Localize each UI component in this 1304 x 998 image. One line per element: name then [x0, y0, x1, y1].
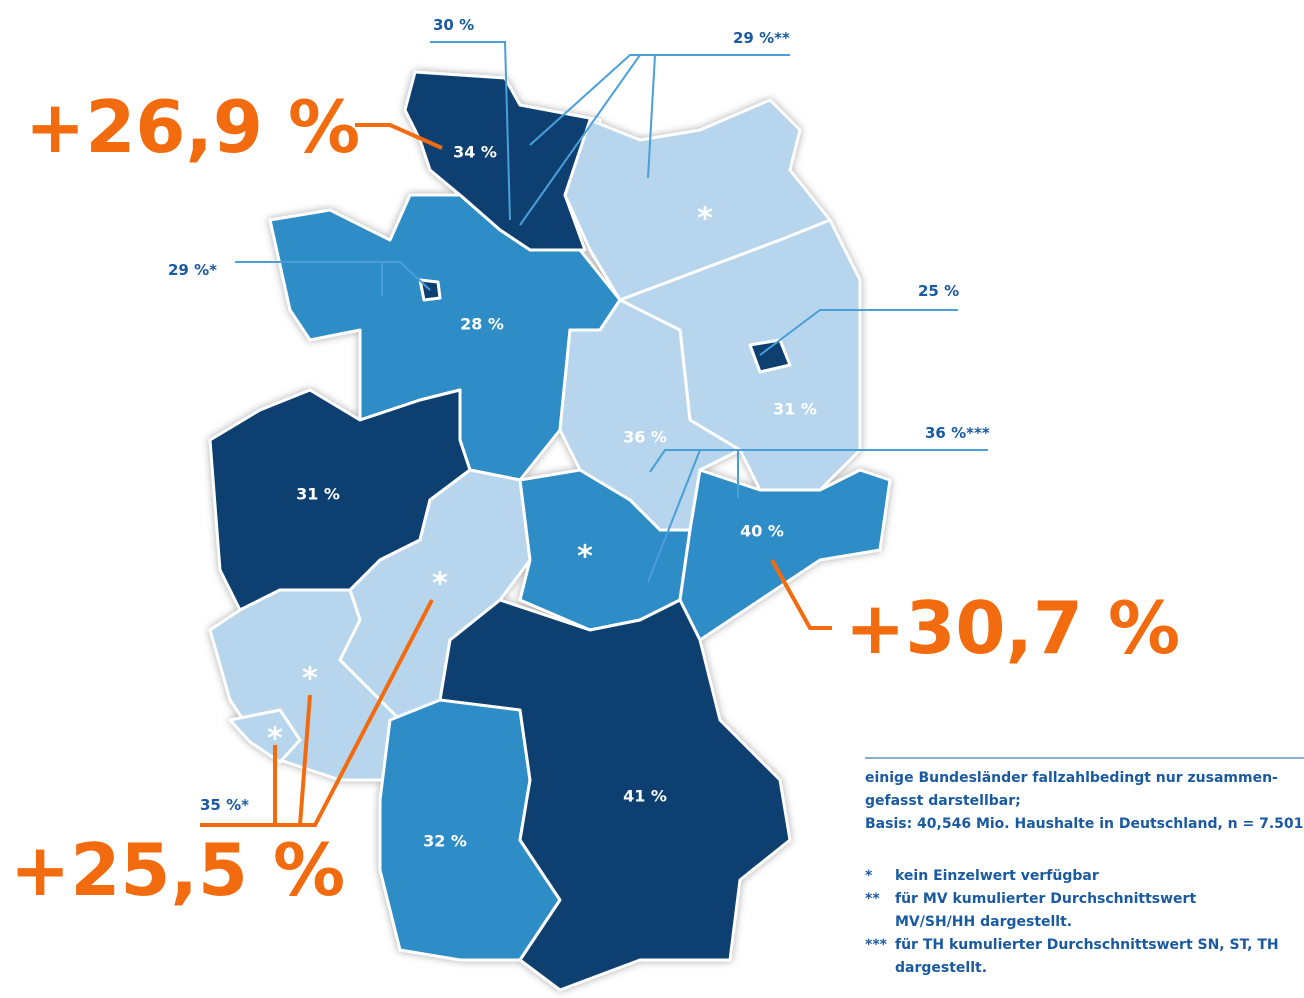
germany-map [208, 70, 892, 992]
region-sl [228, 708, 302, 764]
region-label: 32 % [423, 832, 467, 851]
footnote-symbol: * [865, 868, 873, 884]
leader [647, 54, 656, 179]
footnote-symbol: *** [865, 937, 888, 953]
region-label: * [432, 567, 448, 602]
leader [529, 54, 790, 146]
orange-leader [770, 559, 832, 630]
region-label: 41 % [623, 787, 667, 806]
orange-leader [298, 694, 312, 826]
note-line: einige Bundesländer fallzahlbedingt nur … [865, 770, 1278, 786]
change-label: +26,9 % [25, 85, 360, 169]
callout: 30 % [433, 16, 474, 34]
notes: einige Bundesländer fallzahlbedingt nur … [865, 770, 1304, 976]
callout: 36 %*** [925, 424, 990, 442]
note-line: gefasst darstellbar; [865, 793, 1021, 809]
leader [759, 309, 958, 356]
region-be [748, 338, 792, 374]
footnote-symbol: ** [865, 891, 880, 907]
orange-leader [200, 599, 434, 827]
region-label: * [302, 662, 318, 697]
footnote-text: kein Einzelwert verfügbar [895, 868, 1099, 884]
callout: 25 % [918, 282, 959, 300]
region-label: 31 % [773, 400, 817, 419]
change-label: +30,7 % [845, 586, 1180, 670]
callout: 29 %* [168, 261, 217, 279]
leader [647, 449, 701, 583]
leader-lines [200, 41, 1304, 827]
footnote-text: für TH kumulierter Durchschnittswert SN,… [895, 937, 1279, 953]
region-label: 36 % [623, 428, 667, 447]
leader [430, 41, 511, 221]
region-label: * [577, 540, 593, 575]
region-label: * [697, 202, 713, 237]
region-label: 28 % [460, 315, 504, 334]
region-label: * [267, 722, 283, 757]
changes: +26,9 % +30,7 % +25,5 % [10, 85, 1180, 912]
footnote-text: MV/SH/HH dargestellt. [895, 914, 1072, 930]
region-label: 34 % [453, 143, 497, 162]
note-line: Basis: 40,546 Mio. Haushalte in Deutschl… [865, 816, 1304, 832]
callout: 29 %** [733, 29, 790, 47]
leader [519, 54, 641, 226]
footnote-text: für MV kumulierter Durchschnittswert [895, 891, 1196, 907]
region-by [438, 598, 792, 992]
leader [649, 449, 988, 473]
region-label: 40 % [740, 522, 784, 541]
orange-leader [355, 123, 443, 150]
callout: 35 %* [200, 796, 249, 814]
callouts: 30 % 29 %** 29 %* 25 % 36 %*** 35 %* [168, 16, 990, 814]
region-labels: 34 % * 28 % 31 % 36 % 31 % * * 40 % * * … [267, 143, 817, 851]
region-label: 31 % [296, 485, 340, 504]
leader [235, 261, 431, 291]
footnote-text: dargestellt. [895, 960, 987, 976]
change-label: +25,5 % [10, 828, 345, 912]
